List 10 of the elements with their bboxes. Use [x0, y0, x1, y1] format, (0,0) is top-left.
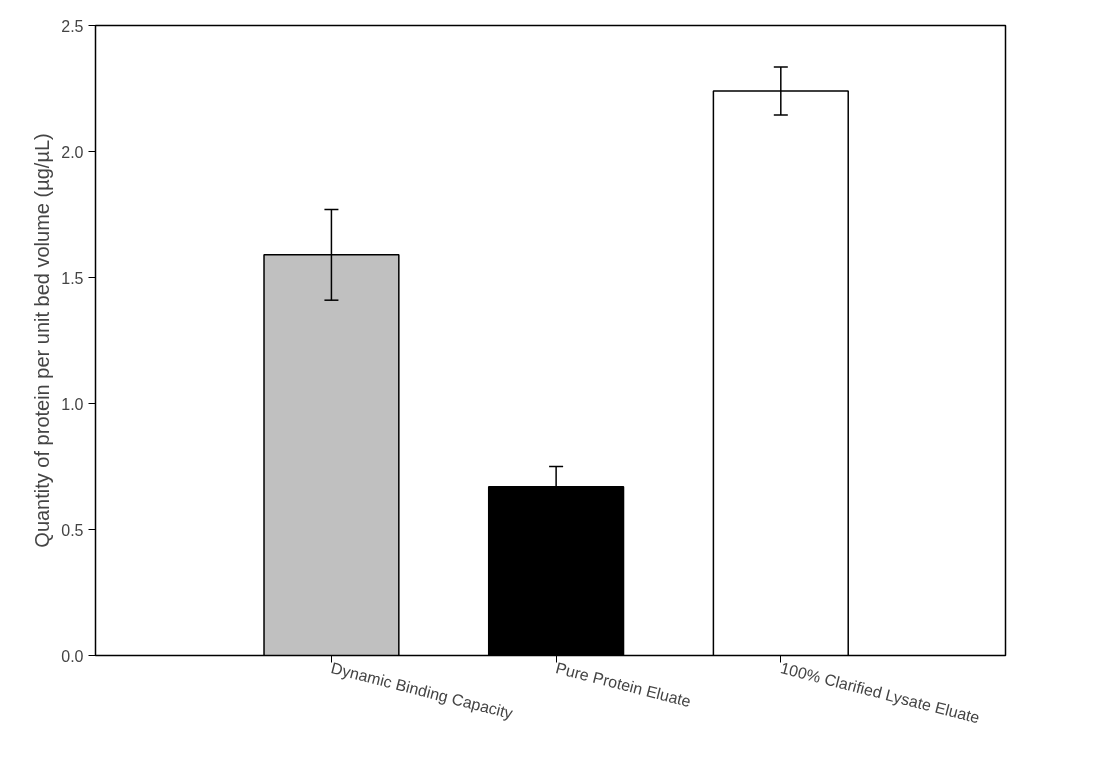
y-tick-label: 2.0 — [61, 143, 84, 161]
x-tick-label: Dynamic Binding Capacity — [329, 659, 515, 722]
y-tick-label: 0.5 — [61, 521, 84, 539]
y-tick-label: 0.0 — [61, 647, 84, 665]
y-tick-label: 2.5 — [61, 17, 84, 35]
y-tick-label: 1.5 — [61, 269, 84, 287]
y-tick-label: 1.0 — [61, 395, 84, 413]
y-axis-title: Quantity of protein per unit bed volume (µg/µL) — [31, 133, 54, 548]
x-tick-label: 100% Clarified Lysate Eluate — [778, 659, 982, 727]
x-tick-label: Pure Protein Eluate — [554, 659, 693, 711]
